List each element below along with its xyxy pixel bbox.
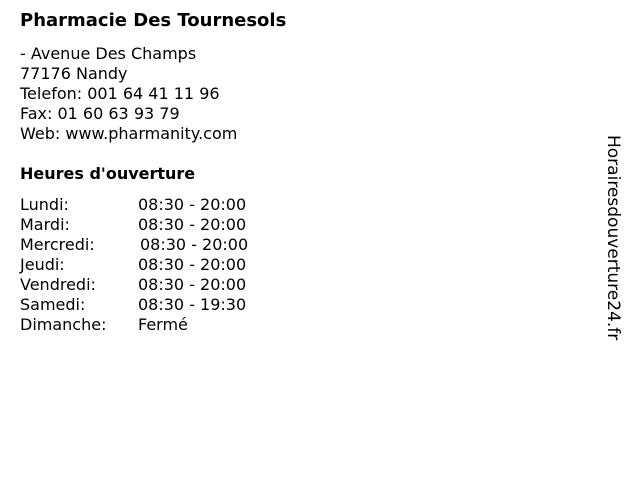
- hours-table: Lundi: 08:30 - 20:00 Mardi: 08:30 - 20:00 …: [20, 195, 248, 335]
- day: Dimanche:: [20, 315, 107, 334]
- hours-row: Vendredi: 08:30 - 20:00: [20, 275, 248, 295]
- phone: Telefon: 001 64 41 11 96: [20, 84, 220, 103]
- day: Samedi:: [20, 295, 86, 314]
- hours-heading: Heures d'ouverture: [20, 164, 196, 183]
- hours-row: Mardi: 08:30 - 20:00: [20, 215, 248, 235]
- day: Jeudi:: [20, 255, 65, 274]
- day: Mardi:: [20, 215, 70, 234]
- street: - Avenue Des Champs: [20, 44, 197, 63]
- hours-row: Dimanche: Fermé: [20, 315, 248, 335]
- time: Fermé: [138, 315, 188, 334]
- day: Lundi:: [20, 195, 69, 214]
- time: 08:30 - 20:00: [138, 255, 247, 274]
- time: 08:30 - 20:00: [138, 195, 247, 214]
- website: Web: www.pharmanity.com: [20, 124, 238, 143]
- hours-row: Samedi: 08:30 - 19:30: [20, 295, 248, 315]
- time: 08:30 - 20:00: [138, 275, 247, 294]
- time: 08:30 - 20:00: [138, 215, 247, 234]
- time: 08:30 - 19:30: [138, 295, 247, 314]
- address-block: - Avenue Des Champs 77176 Nandy Telefon:…: [20, 44, 237, 144]
- fax: Fax: 01 60 63 93 79: [20, 104, 180, 123]
- hours-row: Jeudi: 08:30 - 20:00: [20, 255, 248, 275]
- time: 08:30 - 20:00: [140, 235, 249, 254]
- day: Mercredi:: [20, 235, 95, 254]
- hours-row: Lundi: 08:30 - 20:00: [20, 195, 248, 215]
- pharmacy-name: Pharmacie Des Tournesols: [20, 10, 287, 31]
- side-brand-text: Horairesdouverture24.fr: [603, 135, 623, 341]
- day: Vendredi:: [20, 275, 96, 294]
- city: 77176 Nandy: [20, 64, 128, 83]
- hours-row: Mercredi: 08:30 - 20:00: [20, 235, 248, 255]
